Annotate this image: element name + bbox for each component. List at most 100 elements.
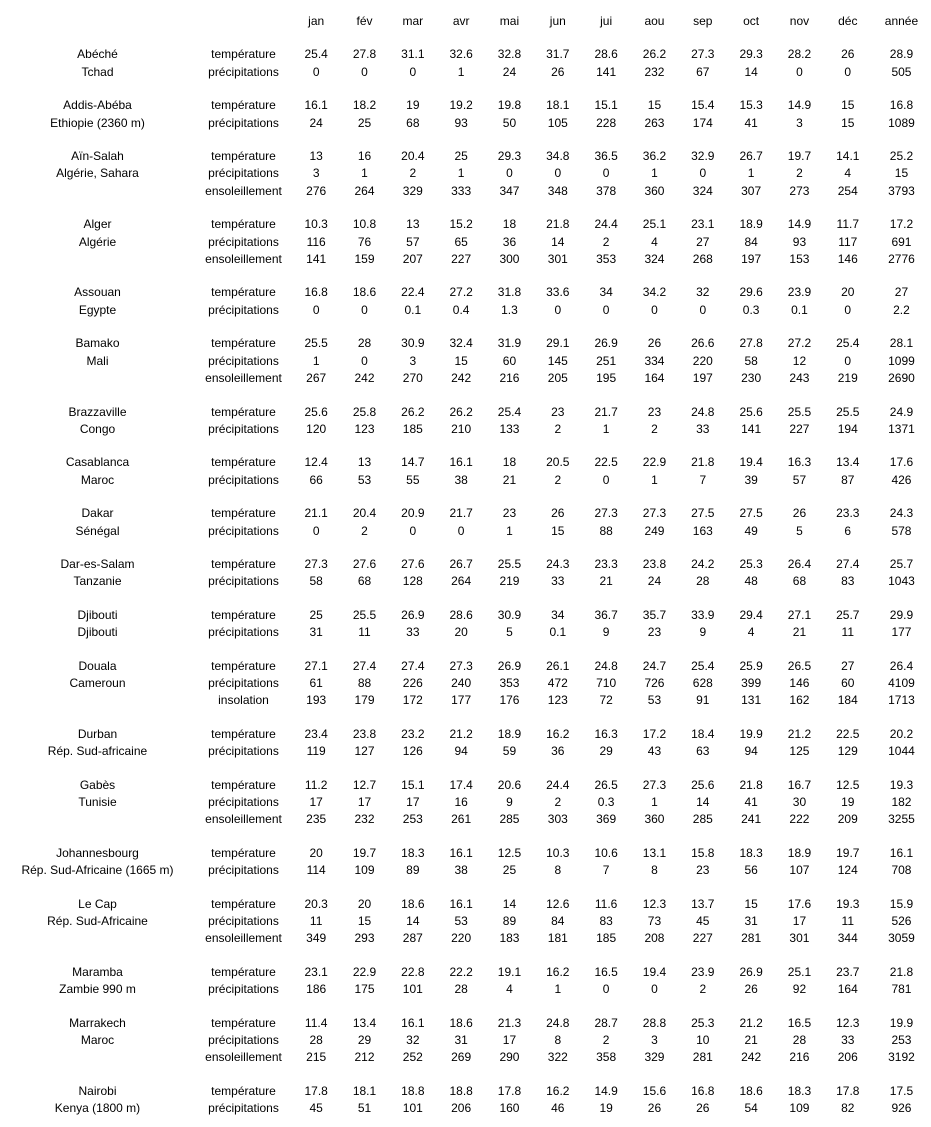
data-cell: 181 bbox=[547, 931, 568, 946]
month-header: avr bbox=[452, 14, 470, 28]
header-row: jan fév mar avr mai jun jui aou sep oct nov déc anné… bbox=[0, 13, 931, 30]
data-cell: 3059 bbox=[888, 931, 915, 946]
data-cell: 25.5 bbox=[787, 404, 812, 419]
data-cell: 23 bbox=[647, 625, 662, 640]
data-cell: 263 bbox=[644, 115, 665, 130]
data-cell: 24.3 bbox=[546, 556, 570, 571]
row-label: précipitations bbox=[208, 982, 279, 997]
data-cell: 472 bbox=[547, 675, 568, 690]
data-cell: 54 bbox=[744, 1101, 758, 1116]
data-cell: 31 bbox=[454, 1033, 468, 1048]
table-row: Mali précipitations 1 0 3 15 60 145 251 334 220 58 1… bbox=[0, 353, 931, 370]
city-name: Bamako bbox=[75, 336, 120, 351]
data-cell: 19.7 bbox=[836, 845, 860, 860]
data-cell: 177 bbox=[891, 625, 912, 640]
data-cell: 23 bbox=[551, 404, 565, 419]
data-cell: 163 bbox=[692, 523, 713, 538]
data-cell: 12.7 bbox=[352, 777, 377, 792]
data-cell: 2 bbox=[796, 166, 803, 181]
data-cell: 30.9 bbox=[497, 607, 522, 622]
data-cell: 185 bbox=[402, 421, 423, 436]
data-cell: 46 bbox=[551, 1101, 565, 1116]
data-cell: 0 bbox=[699, 166, 707, 181]
data-cell: 60 bbox=[502, 353, 517, 368]
data-cell: 36 bbox=[502, 234, 517, 249]
table-row: ensoleillement 276 264 329 333 347 348 378 360 32… bbox=[0, 183, 931, 200]
data-cell: 505 bbox=[891, 64, 912, 79]
row-label: précipitations bbox=[208, 574, 279, 589]
block-spacer bbox=[0, 829, 931, 845]
data-cell: 1 bbox=[651, 795, 658, 809]
data-cell: 21.8 bbox=[739, 777, 763, 792]
data-cell: 26.7 bbox=[739, 149, 763, 164]
data-cell: 227 bbox=[789, 421, 810, 436]
table-row: Alger température 10.3 10.8 13 15.2 18 21.8 24.4… bbox=[0, 216, 931, 233]
data-cell: 186 bbox=[306, 982, 327, 997]
data-cell: 8 bbox=[554, 863, 562, 878]
data-cell: 3 bbox=[651, 1033, 658, 1048]
data-cell: 0 bbox=[409, 64, 417, 79]
data-cell: 82 bbox=[841, 1101, 855, 1116]
data-cell: 31.9 bbox=[497, 336, 522, 351]
table-row: Bamako température 25.5 28 30.9 32.4 31.9 29.1 2… bbox=[0, 335, 931, 352]
data-cell: 53 bbox=[647, 693, 662, 708]
data-cell: 23.1 bbox=[691, 217, 715, 232]
data-cell: 25.7 bbox=[836, 607, 860, 622]
data-cell: 25 bbox=[454, 149, 468, 164]
data-cell: 33 bbox=[696, 421, 710, 436]
data-cell: 23.4 bbox=[304, 726, 328, 741]
data-cell: 11.6 bbox=[594, 896, 618, 911]
data-cell: 25.2 bbox=[889, 149, 914, 164]
table-row: Douala température 27.1 27.4 27.4 27.3 26.9 26.… bbox=[0, 658, 931, 675]
row-label: température bbox=[211, 845, 276, 860]
data-cell: 23.3 bbox=[836, 506, 860, 521]
table-row: Addis-Abéba température 16.1 18.2 19 19.2 19.8… bbox=[0, 97, 931, 114]
city-name: Abéché bbox=[77, 47, 118, 62]
data-cell: 84 bbox=[551, 914, 565, 929]
table-row: Algérie précipitations 116 76 57 65 36 14 2 4 27 84… bbox=[0, 234, 931, 251]
data-cell: 20.2 bbox=[889, 726, 914, 741]
data-cell: 216 bbox=[499, 371, 520, 386]
data-cell: 45 bbox=[309, 1101, 323, 1116]
data-cell: 220 bbox=[692, 353, 713, 368]
data-cell: 18.3 bbox=[401, 845, 425, 860]
table-row: Rép. Sud-Africaine précipitations 11 15 14 53… bbox=[0, 913, 931, 930]
table-row: ensoleillement 267 242 270 242 216 205 195 164 19… bbox=[0, 370, 931, 387]
data-cell: 21.7 bbox=[449, 506, 473, 521]
data-cell: 30 bbox=[792, 795, 807, 809]
data-cell: 28.1 bbox=[889, 336, 914, 351]
data-cell: 209 bbox=[837, 812, 858, 827]
data-cell: 13.7 bbox=[691, 896, 715, 911]
data-cell: 0 bbox=[409, 523, 417, 538]
data-cell: 18.1 bbox=[546, 98, 570, 113]
data-cell: 131 bbox=[741, 693, 762, 708]
data-cell: 18.3 bbox=[787, 1083, 812, 1098]
data-cell: 261 bbox=[451, 812, 472, 827]
data-cell: 13 bbox=[406, 217, 420, 232]
data-cell: 39 bbox=[744, 472, 758, 487]
data-cell: 172 bbox=[402, 693, 423, 708]
data-cell: 1 bbox=[506, 523, 513, 538]
data-cell: 0.3 bbox=[742, 302, 760, 317]
data-cell: 0 bbox=[554, 166, 562, 181]
block-spacer bbox=[0, 948, 931, 964]
data-cell: 360 bbox=[644, 183, 665, 198]
data-cell: 109 bbox=[354, 863, 375, 878]
data-cell: 88 bbox=[357, 675, 372, 690]
table-row: Johannesbourg température 20 19.7 18.3 16.1 12… bbox=[0, 845, 931, 862]
data-cell: 23.9 bbox=[691, 964, 715, 979]
data-cell: 11 bbox=[358, 625, 371, 640]
data-cell: 18.9 bbox=[787, 845, 812, 860]
data-cell: 11 bbox=[841, 914, 854, 929]
data-cell: 68 bbox=[792, 574, 807, 589]
city-location: Kenya (1800 m) bbox=[54, 1101, 141, 1116]
data-cell: 344 bbox=[837, 931, 858, 946]
data-cell: 176 bbox=[499, 693, 520, 708]
data-cell: 92 bbox=[792, 982, 807, 997]
data-cell: 21.8 bbox=[889, 964, 914, 979]
city-location: Congo bbox=[79, 421, 116, 436]
data-cell: 15.1 bbox=[594, 98, 618, 113]
data-cell: 25.1 bbox=[642, 217, 667, 232]
data-cell: 334 bbox=[644, 353, 665, 368]
data-cell: 12.4 bbox=[304, 455, 328, 470]
